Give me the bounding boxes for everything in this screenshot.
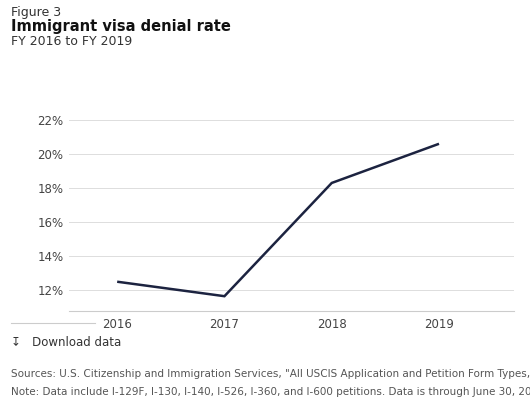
Text: Note: Data include I-129F, I-130, I-140, I-526, I-360, and I-600 petitions. Data: Note: Data include I-129F, I-130, I-140,… — [11, 387, 530, 397]
Text: Immigrant visa denial rate: Immigrant visa denial rate — [11, 19, 231, 34]
Text: FY 2016 to FY 2019: FY 2016 to FY 2019 — [11, 35, 132, 48]
Text: Figure 3: Figure 3 — [11, 6, 61, 19]
Text: ↧   Download data: ↧ Download data — [11, 336, 121, 349]
Text: Sources: U.S. Citizenship and Immigration Services, "All USCIS Application and P: Sources: U.S. Citizenship and Immigratio… — [11, 369, 530, 379]
